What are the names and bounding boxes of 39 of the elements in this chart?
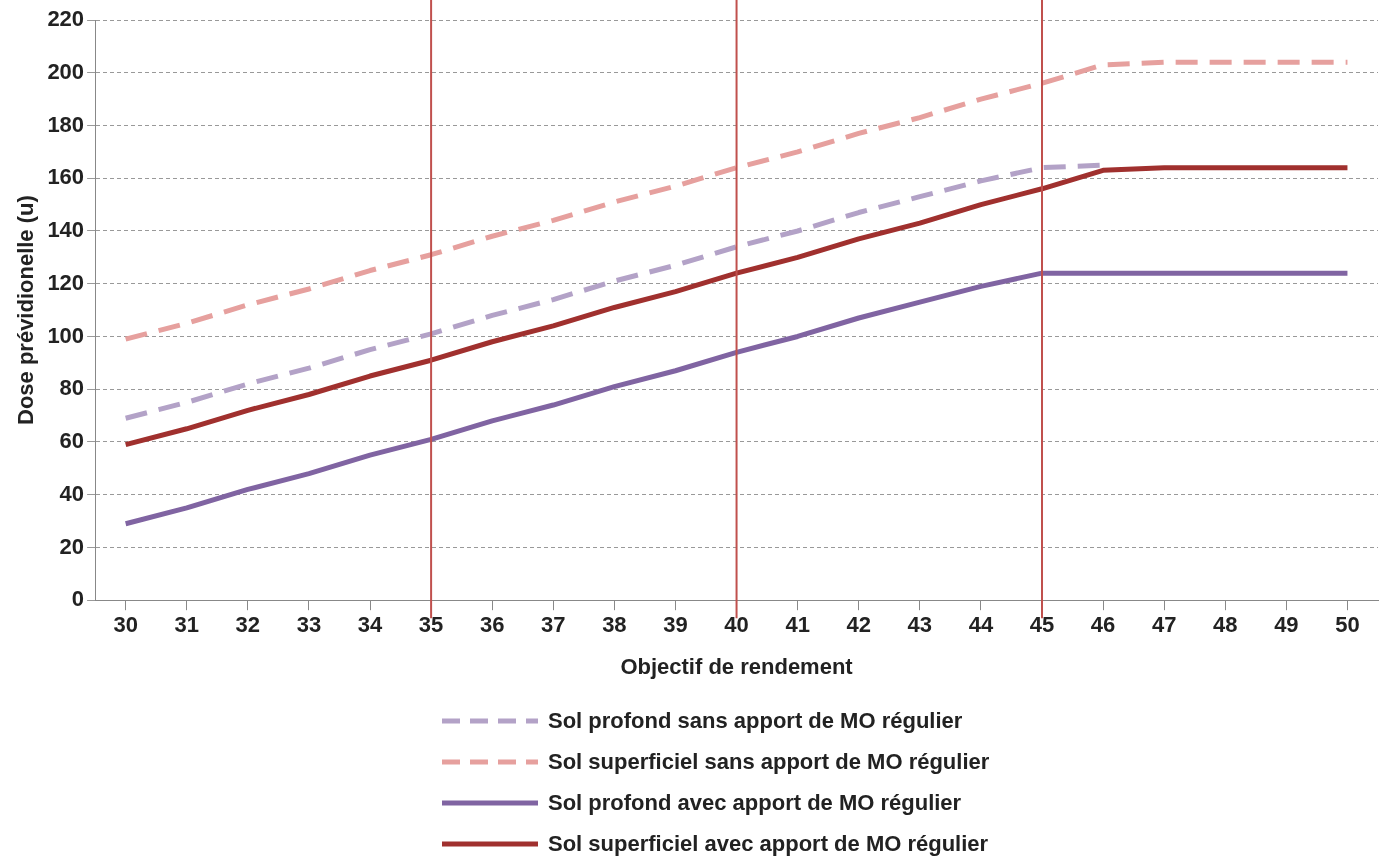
x-tick-label: 42	[846, 612, 871, 638]
x-tick-label: 44	[968, 612, 994, 638]
x-tick-label: 40	[724, 612, 749, 638]
x-tick-label: 48	[1213, 612, 1238, 638]
y-tick-label: 60	[59, 428, 85, 454]
x-tick-label: 30	[113, 612, 138, 638]
x-tick-label: 41	[785, 612, 810, 638]
y-tick-label: 100	[47, 322, 85, 348]
x-tick-label: 33	[296, 612, 322, 638]
y-tick-label: 220	[47, 6, 85, 32]
x-tick-label: 31	[174, 612, 199, 638]
x-tick-label: 37	[541, 612, 566, 638]
x-tick-label: 36	[479, 612, 505, 638]
y-tick-label: 20	[59, 533, 85, 559]
x-tick-label: 45	[1029, 612, 1055, 638]
y-tick-label: 200	[47, 58, 85, 84]
y-tick-label: 180	[47, 111, 85, 137]
legend-label: Sol profond avec apport de MO régulier	[548, 789, 962, 816]
x-tick-label: 39	[663, 612, 688, 638]
legend-label: Sol superficiel sans apport de MO régulier	[548, 748, 990, 775]
y-tick-label: 80	[59, 375, 85, 401]
x-tick-label: 32	[235, 612, 261, 638]
y-tick-label: 120	[47, 269, 85, 295]
y-tick-label: 0	[71, 586, 85, 612]
y-tick-label: 40	[59, 480, 85, 506]
x-tick-label: 38	[602, 612, 627, 638]
y-tick-label: 140	[47, 217, 85, 243]
x-tick-label: 34	[357, 612, 384, 638]
x-tick-label: 50	[1335, 612, 1360, 638]
x-tick-label: 35	[418, 612, 444, 638]
legend-label: Sol superficiel avec apport de MO régulier	[548, 830, 989, 857]
x-tick-label: 43	[907, 612, 933, 638]
x-tick-label: 49	[1274, 612, 1299, 638]
y-tick-label: 160	[47, 164, 85, 190]
y-axis-title: Dose prévidionelle (u)	[13, 195, 39, 426]
x-tick-label: 46	[1090, 612, 1116, 638]
legend-label: Sol profond sans apport de MO régulier	[548, 707, 963, 734]
x-axis-title: Objectif de rendement	[620, 653, 854, 679]
x-tick-label: 47	[1151, 612, 1177, 638]
